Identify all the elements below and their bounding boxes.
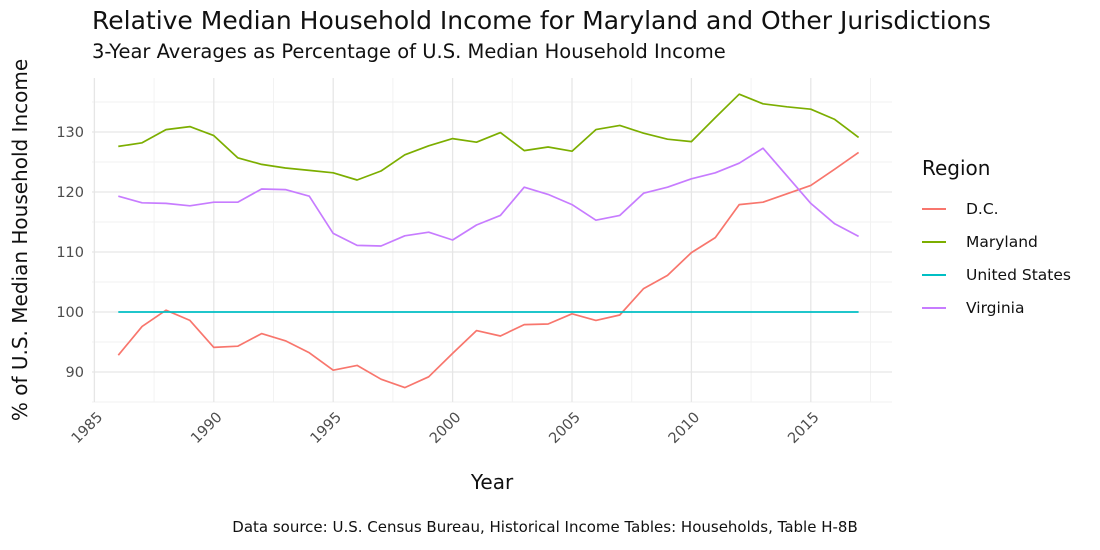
legend-swatch xyxy=(922,240,946,243)
legend: Region D.C. Maryland United States Virginia xyxy=(922,156,1071,324)
y-tick-label: 110 xyxy=(56,245,84,261)
y-tick-label: 90 xyxy=(66,365,84,381)
x-tick-label: 1985 xyxy=(69,410,106,447)
x-tick-label: 1995 xyxy=(308,410,345,447)
y-tick-label: 130 xyxy=(56,125,84,141)
y-tick-label: 100 xyxy=(56,305,84,321)
legend-items: D.C. Maryland United States Virginia xyxy=(922,192,1071,324)
x-tick-label: 2000 xyxy=(427,410,464,447)
legend-label: Maryland xyxy=(966,232,1038,251)
chart-caption: Data source: U.S. Census Bureau, Histori… xyxy=(232,518,858,536)
legend-item-d-c: D.C. xyxy=(922,192,1071,225)
series-line-virginia xyxy=(118,147,859,247)
legend-item-virginia: Virginia xyxy=(922,291,1071,324)
legend-label: Virginia xyxy=(966,298,1025,317)
legend-swatch xyxy=(922,207,946,210)
series-line-maryland xyxy=(118,93,860,181)
x-axis-title: Year xyxy=(470,470,514,494)
chart-title: Relative Median Household Income for Mar… xyxy=(92,6,991,35)
legend-label: D.C. xyxy=(966,199,999,218)
major-gridlines xyxy=(92,78,892,402)
x-axis-ticks: 1985 1990 1995 2000 2005 2010 2015 xyxy=(69,410,823,447)
legend-label: United States xyxy=(966,265,1071,284)
legend-item-maryland: Maryland xyxy=(922,225,1071,258)
series-lines xyxy=(117,93,860,389)
x-tick-label: 2010 xyxy=(666,410,703,447)
y-tick-label: 120 xyxy=(56,185,84,201)
x-tick-label: 2005 xyxy=(546,410,583,447)
legend-item-united-states: United States xyxy=(922,258,1071,291)
y-axis-ticks: 90 100 110 120 130 xyxy=(56,125,84,381)
legend-swatch xyxy=(922,273,946,276)
y-axis-title: % of U.S. Median Household Income xyxy=(8,59,32,421)
legend-swatch xyxy=(922,306,946,309)
series-line-d-c xyxy=(117,151,860,389)
chart-subtitle: 3-Year Averages as Percentage of U.S. Me… xyxy=(92,40,726,63)
legend-title: Region xyxy=(922,156,991,180)
x-tick-label: 2015 xyxy=(785,410,822,447)
minor-gridlines xyxy=(92,78,892,403)
x-tick-label: 1990 xyxy=(188,410,225,447)
